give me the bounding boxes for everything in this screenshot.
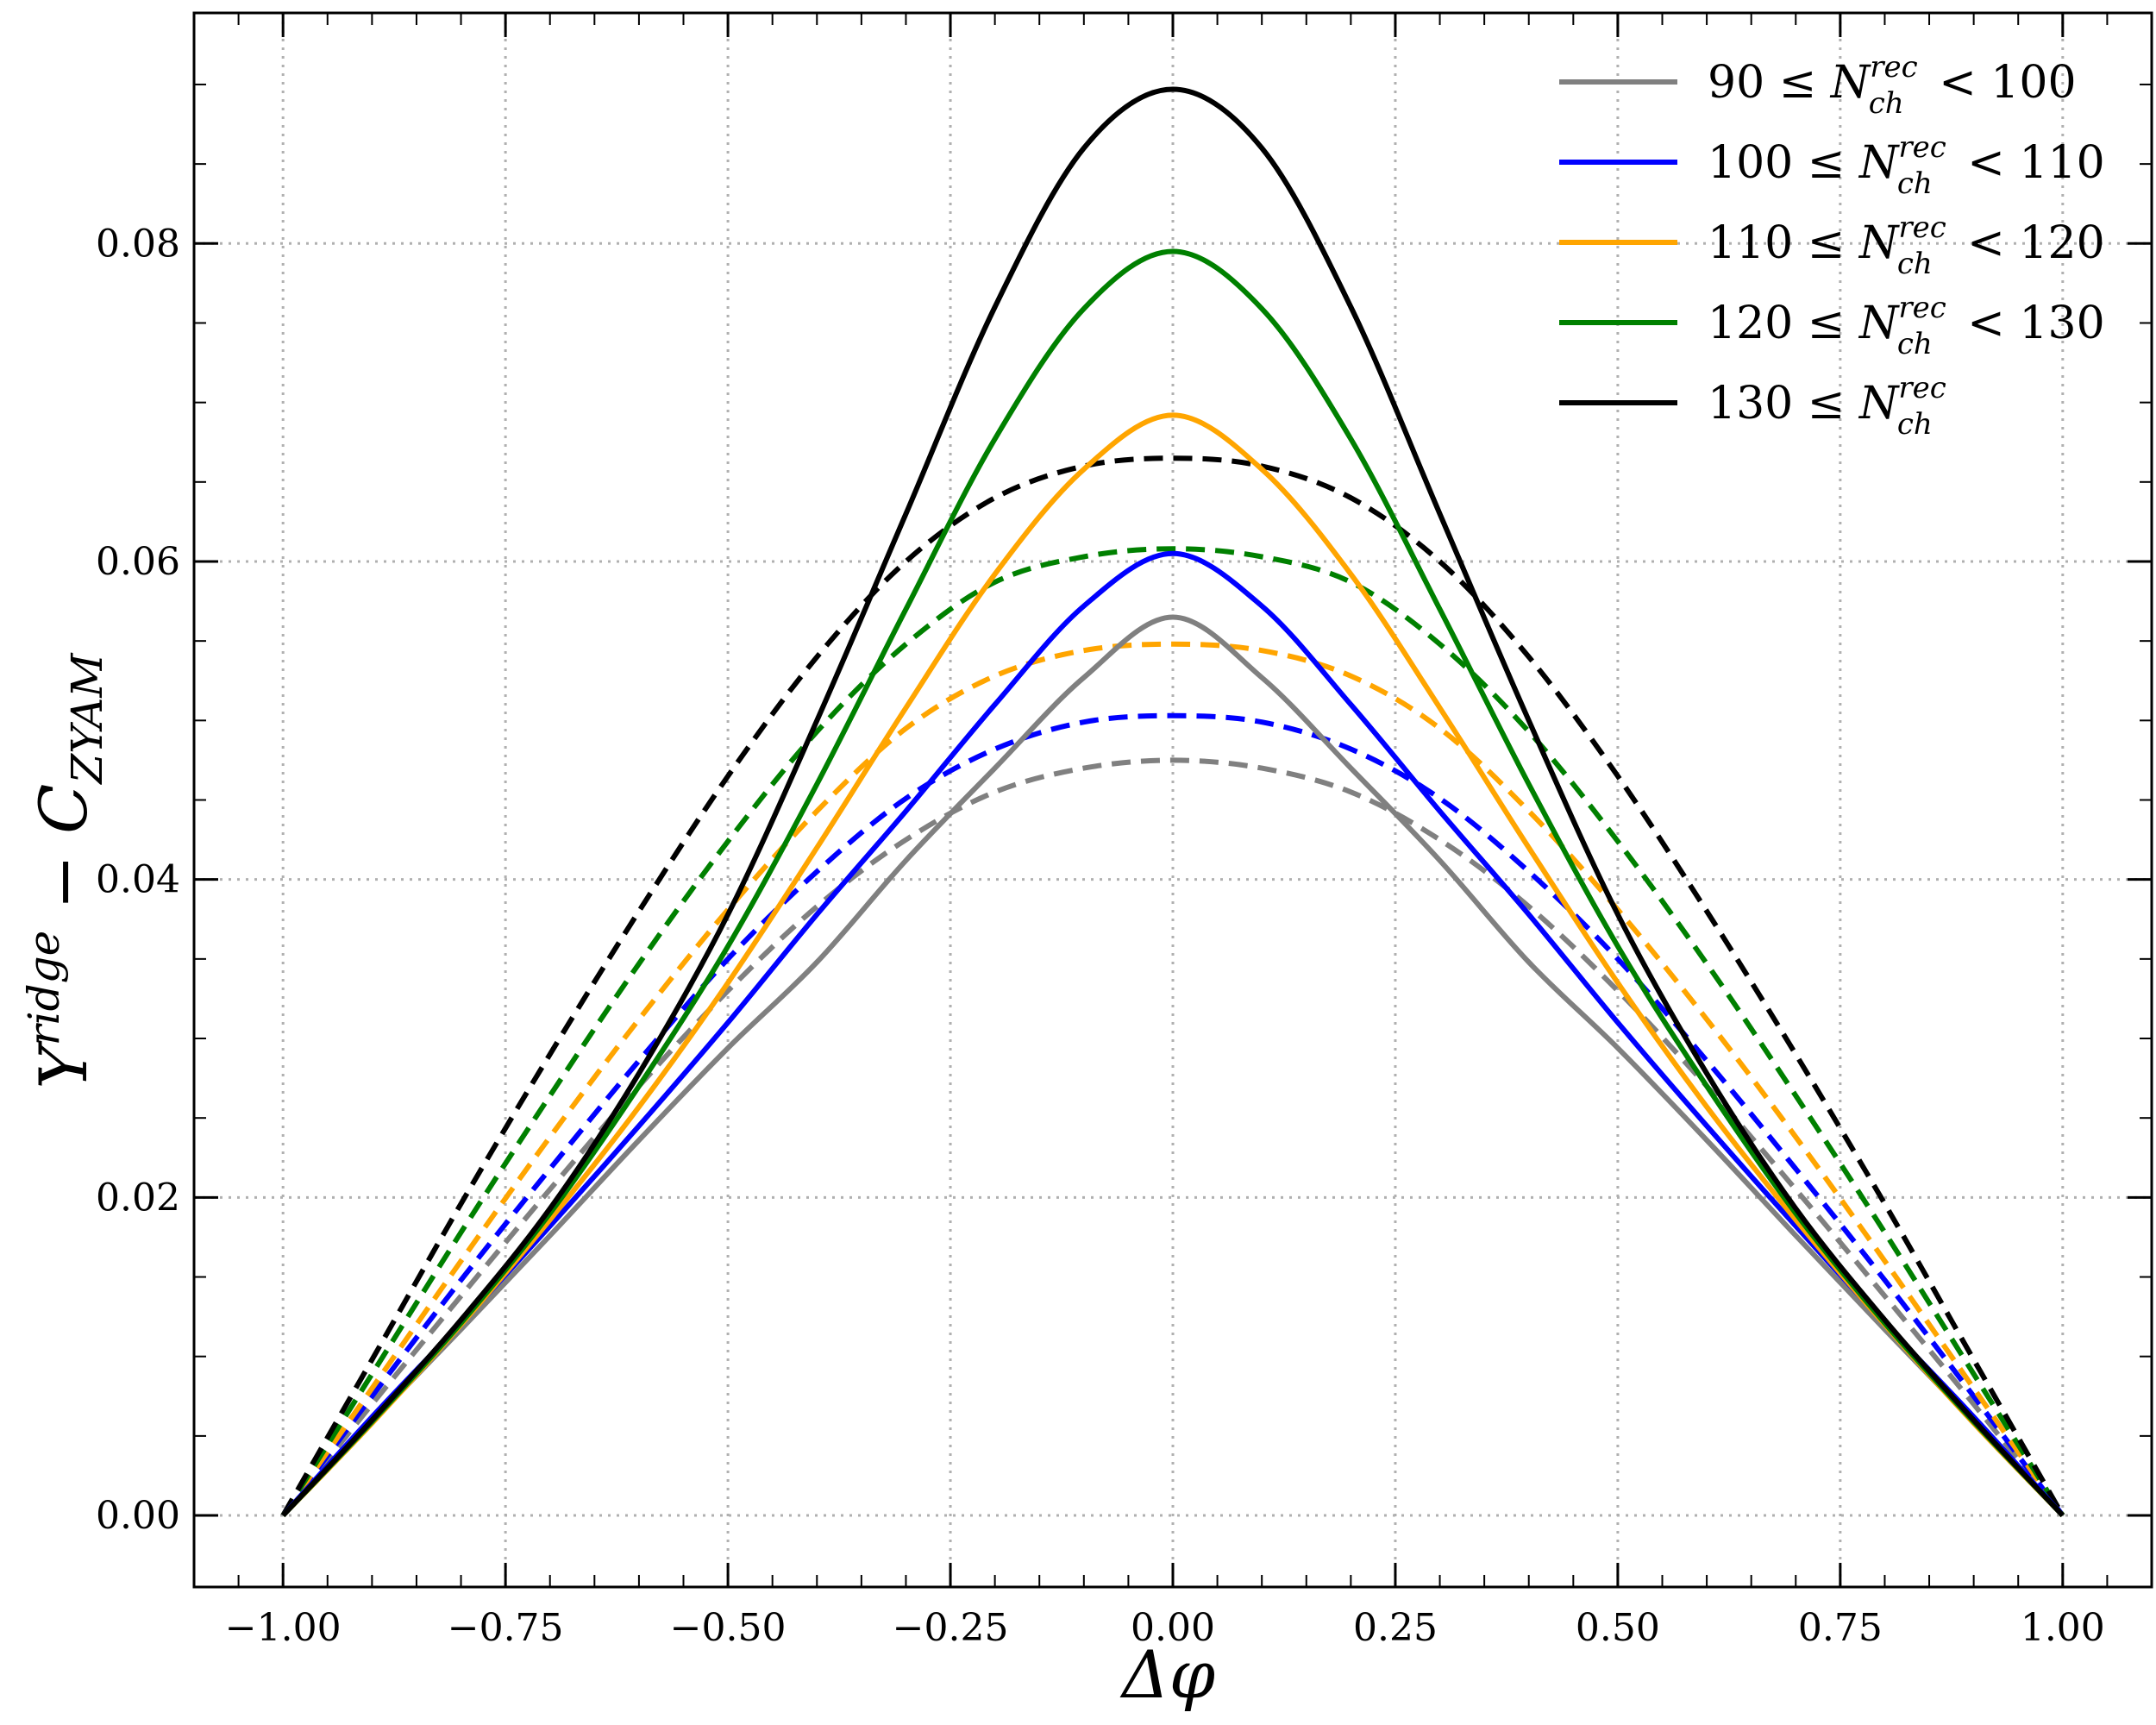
legend-label: 110 ≤ Nrec ch < 120 xyxy=(1708,210,2105,281)
legend: 90 ≤ Nrec ch < 100 100 ≤ Nrec ch < 110 110 ≤… xyxy=(1559,50,2105,442)
plot-series xyxy=(280,86,2065,1518)
y-tick-label: 0.04 xyxy=(96,858,180,902)
x-tick-label: 1.00 xyxy=(2021,1606,2105,1650)
x-tick-label: 0.25 xyxy=(1353,1606,1438,1650)
y-axis-label-minus: − C xyxy=(25,784,102,931)
legend-label: 120 ≤ Nrec ch < 130 xyxy=(1708,291,2105,361)
x-tick-label: 0.00 xyxy=(1131,1606,1215,1650)
x-tick-label: −0.75 xyxy=(448,1606,564,1650)
grid xyxy=(194,13,2152,1587)
x-tick-label: 0.50 xyxy=(1576,1606,1660,1650)
y-tick-label: 0.08 xyxy=(96,222,180,266)
dashed-series-line-5 xyxy=(280,757,2065,1517)
y-tick-label: 0.06 xyxy=(96,540,180,584)
y-axis-label: Yridge − CZYAM xyxy=(19,652,112,1089)
dashed-series-line-7 xyxy=(280,641,2065,1517)
legend-label: 100 ≤ Nrec ch < 110 xyxy=(1708,130,2105,201)
dashed-series-line-8 xyxy=(280,546,2065,1517)
legend-item: 90 ≤ Nrec ch < 100 xyxy=(1559,50,2077,121)
y-tick-label: 0.02 xyxy=(96,1176,180,1220)
solid-series-line-2 xyxy=(281,412,2065,1518)
y-axis-label-sub: ZYAM xyxy=(62,652,112,786)
x-tick-label: 0.75 xyxy=(1798,1606,1883,1650)
axis-tick-labels: −1.00 −0.75 −0.50 −0.25 0.00 0.25 0.50 0.75 1.00… xyxy=(96,222,2105,1650)
legend-item: 120 ≤ Nrec ch < 130 xyxy=(1559,291,2105,361)
legend-label: 130 ≤ Nrec ch xyxy=(1708,371,1946,442)
y-axis-label-sup: ridge xyxy=(19,931,69,1046)
x-tick-label: −1.00 xyxy=(225,1606,342,1650)
dashed-series-line-6 xyxy=(280,712,2065,1517)
legend-item: 130 ≤ Nrec ch xyxy=(1559,371,1946,442)
y-axis-label-main: Y xyxy=(25,1040,102,1089)
solid-series-line-3 xyxy=(281,248,2065,1518)
legend-label: 90 ≤ Nrec ch < 100 xyxy=(1708,50,2077,121)
legend-item: 110 ≤ Nrec ch < 120 xyxy=(1559,210,2105,281)
x-axis-label: Δφ xyxy=(1119,1636,1215,1713)
legend-item: 100 ≤ Nrec ch < 110 xyxy=(1559,130,2105,201)
solid-series-line-4 xyxy=(281,86,2065,1518)
x-tick-label: −0.25 xyxy=(893,1606,1009,1650)
axis-ticks xyxy=(194,13,2152,1587)
solid-series-line-0 xyxy=(281,614,2065,1518)
dashed-series-line-9 xyxy=(280,455,2065,1517)
solid-series-line-1 xyxy=(280,550,2065,1518)
x-tick-label: −0.50 xyxy=(670,1606,787,1650)
y-tick-label: 0.00 xyxy=(96,1494,180,1538)
